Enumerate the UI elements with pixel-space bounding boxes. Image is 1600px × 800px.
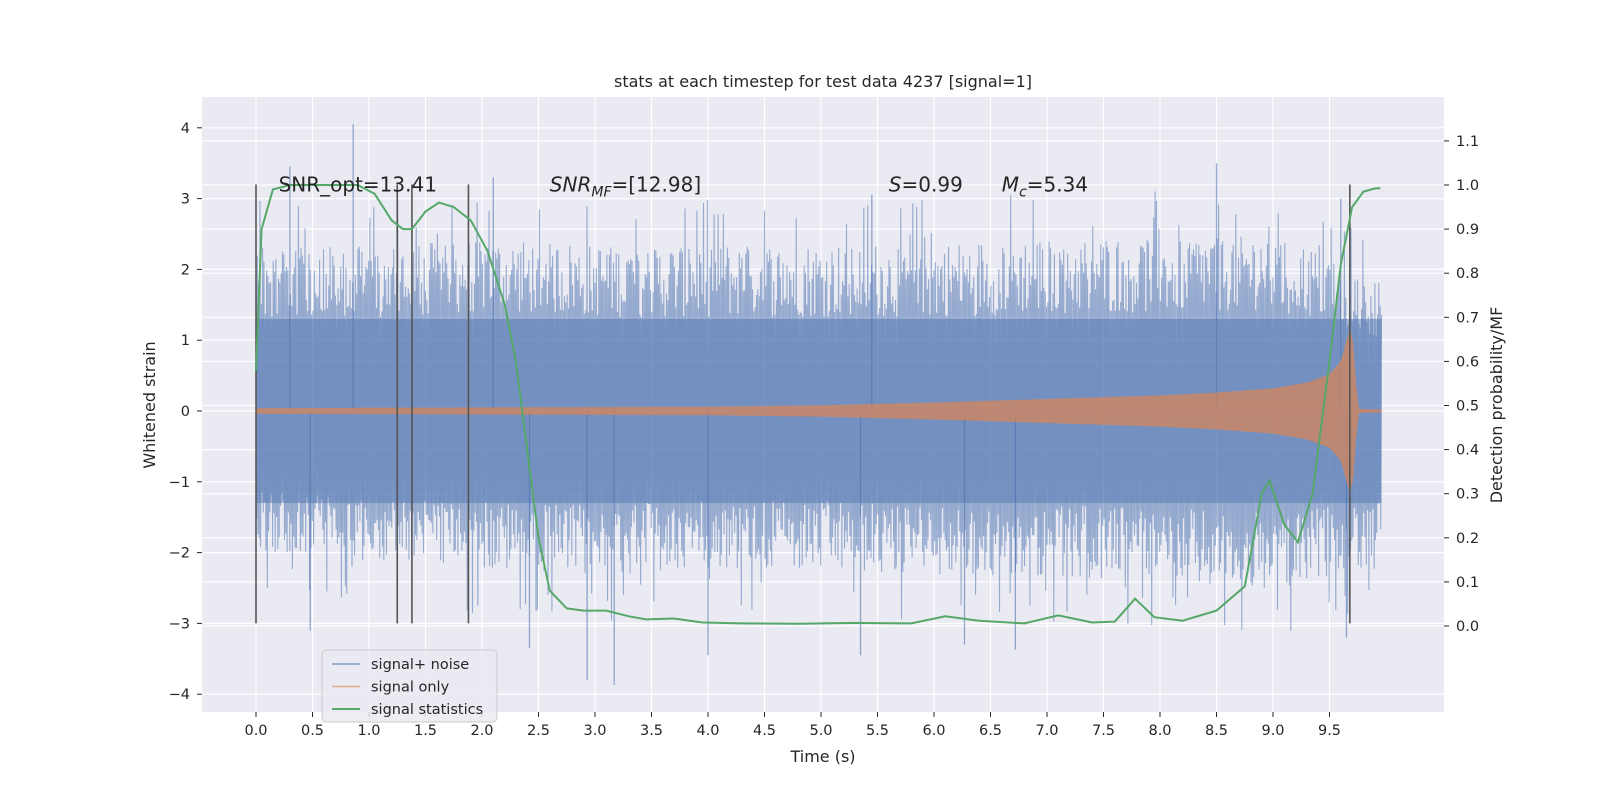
y-tick-label: 1 [181, 333, 190, 349]
y2-tick-label: 0.6 [1456, 354, 1479, 370]
legend-label: signal+ noise [371, 657, 469, 673]
annotation-text: Mc=5.34 [1002, 172, 1088, 200]
y2-tick-label: 0.0 [1456, 619, 1479, 635]
legend-box [321, 649, 498, 723]
x-tick-label: 9.0 [1261, 723, 1284, 739]
x-tick-label: 0.0 [244, 723, 267, 739]
y2-tick-label: 0.3 [1456, 487, 1479, 503]
annotation-text: SNRMF=[12.98] [550, 172, 701, 200]
x-tick-label: 9.5 [1318, 723, 1341, 739]
x-tick-label: 8.0 [1148, 723, 1171, 739]
annotation-text: SNR_opt=13.41 [279, 172, 437, 196]
y2-tick-label: 0.7 [1456, 310, 1479, 326]
y2-tick-label: 0.1 [1456, 575, 1479, 591]
x-tick-label: 3.0 [583, 723, 606, 739]
x-tick-label: 4.0 [696, 723, 719, 739]
chart-title: stats at each timestep for test data 423… [614, 72, 1032, 91]
y-tick-label: −4 [169, 687, 190, 703]
x-tick-label: 0.5 [301, 723, 324, 739]
y2-tick-label: 0.5 [1456, 399, 1479, 415]
x-axis-label: Time (s) [789, 747, 855, 766]
legend-label: signal statistics [371, 702, 483, 718]
annotations: SNR_opt=13.41 SNRMF=[12.98] S=0.99 Mc=5.34 [279, 172, 1088, 200]
x-tick-label: 3.5 [640, 723, 663, 739]
annotation-text: S=0.99 [889, 172, 963, 196]
y-tick-label: 2 [181, 262, 190, 278]
y2-tick-label: 1.1 [1456, 134, 1479, 150]
x-tick-label: 5.5 [866, 723, 889, 739]
x-tick-label: 4.5 [753, 723, 776, 739]
x-tick-label: 1.0 [357, 723, 380, 739]
y-tick-label: −3 [169, 616, 190, 632]
y-tick-label: 0 [181, 404, 190, 420]
x-tick-label: 8.5 [1205, 723, 1228, 739]
y-tick-label: 3 [181, 192, 190, 208]
y2-tick-label: 0.9 [1456, 222, 1479, 238]
x-tick-label: 1.5 [414, 723, 437, 739]
signal-only-band [256, 329, 1382, 493]
x-tick-label: 5.0 [809, 723, 832, 739]
x-tick-label: 2.5 [527, 723, 550, 739]
y2-axis-ticks: 0.0 0.1 0.2 0.3 0.4 0.5 0.6 0.7 0.8 0.9 1.0 1.1 [1444, 134, 1479, 635]
y-axis-ticks: −4 −3 −2 −1 0 1 2 3 4 [169, 121, 202, 703]
legend: signal+ noise signal only signal statistic… [321, 649, 498, 723]
plot-area [255, 124, 1383, 685]
x-tick-label: 2.0 [470, 723, 493, 739]
y2-tick-label: 0.2 [1456, 531, 1479, 547]
x-tick-label: 6.5 [979, 723, 1002, 739]
y-tick-label: −1 [169, 475, 190, 491]
y2-tick-label: 1.0 [1456, 178, 1479, 194]
y-tick-label: −2 [169, 546, 190, 562]
signal-statistics-line [255, 184, 1381, 625]
y-tick-label: 4 [181, 121, 190, 137]
x-tick-label: 6.0 [922, 723, 945, 739]
y-axis-label: Whitened strain [140, 341, 159, 468]
y2-tick-label: 0.8 [1456, 266, 1479, 282]
y2-tick-label: 0.4 [1456, 443, 1479, 459]
y2-axis-label: Detection probability/MF [1487, 307, 1506, 504]
x-axis-ticks: 0.0 0.5 1.0 1.5 2.0 2.5 3.0 3.5 4.0 4.5 5.0 5.5 6.0 6… [244, 712, 1341, 739]
legend-label: signal only [371, 680, 450, 696]
x-tick-label: 7.5 [1092, 723, 1115, 739]
x-tick-label: 7.0 [1035, 723, 1058, 739]
